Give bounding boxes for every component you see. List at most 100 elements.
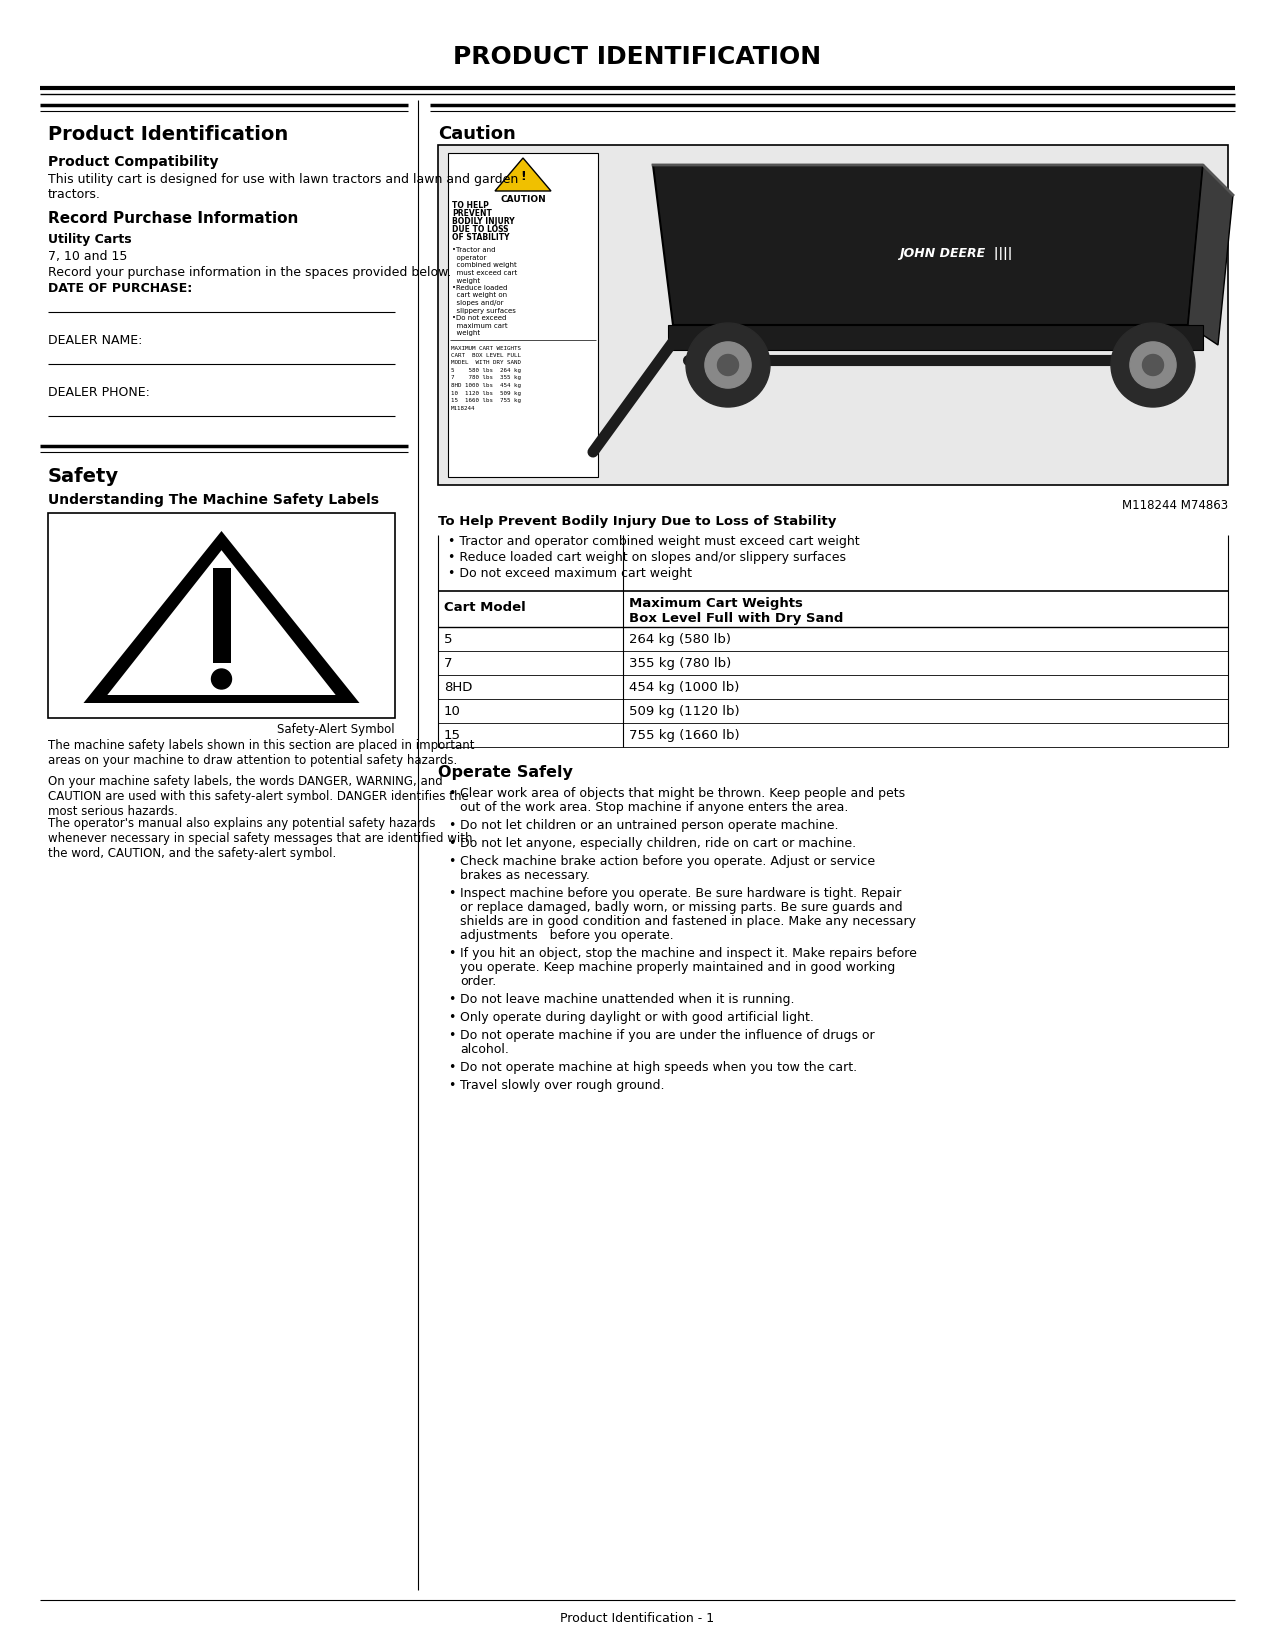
- Circle shape: [718, 355, 738, 376]
- Text: 10: 10: [444, 705, 460, 718]
- Text: DUE TO LOSS: DUE TO LOSS: [453, 224, 509, 234]
- Text: 15: 15: [444, 729, 462, 742]
- Text: The machine safety labels shown in this section are placed in important
areas on: The machine safety labels shown in this …: [48, 739, 474, 767]
- Text: DEALER NAME:: DEALER NAME:: [48, 333, 143, 346]
- Text: Clear work area of objects that might be thrown. Keep people and pets: Clear work area of objects that might be…: [460, 787, 905, 800]
- Text: •: •: [448, 1030, 455, 1043]
- Text: shields are in good condition and fastened in place. Make any necessary: shields are in good condition and fasten…: [460, 916, 915, 927]
- Circle shape: [1142, 355, 1164, 376]
- Text: •: •: [448, 837, 455, 850]
- Text: Safety-Alert Symbol: Safety-Alert Symbol: [278, 723, 395, 736]
- Text: • Reduce loaded cart weight on slopes and/or slippery surfaces: • Reduce loaded cart weight on slopes an…: [448, 551, 847, 564]
- Circle shape: [705, 342, 751, 388]
- Text: slopes and/or: slopes and/or: [453, 300, 504, 305]
- Text: Utility Carts: Utility Carts: [48, 233, 131, 246]
- Text: •Tractor and: •Tractor and: [453, 248, 496, 254]
- Text: The operator's manual also explains any potential safety hazards
whenever necess: The operator's manual also explains any …: [48, 817, 473, 860]
- Text: maximum cart: maximum cart: [453, 322, 507, 328]
- FancyBboxPatch shape: [48, 513, 395, 718]
- Text: or replace damaged, badly worn, or missing parts. Be sure guards and: or replace damaged, badly worn, or missi…: [460, 901, 903, 914]
- Circle shape: [1130, 342, 1176, 388]
- Text: •Do not exceed: •Do not exceed: [453, 315, 506, 322]
- Text: •: •: [448, 947, 455, 960]
- Text: 7, 10 and 15: 7, 10 and 15: [48, 251, 128, 262]
- Text: Product Compatibility: Product Compatibility: [48, 155, 218, 168]
- Text: Record Purchase Information: Record Purchase Information: [48, 211, 298, 226]
- Text: slippery surfaces: slippery surfaces: [453, 307, 516, 314]
- Text: Do not let children or an untrained person operate machine.: Do not let children or an untrained pers…: [460, 818, 839, 832]
- Text: 355 kg (780 lb): 355 kg (780 lb): [629, 657, 732, 670]
- Text: alcohol.: alcohol.: [460, 1043, 509, 1056]
- Text: 8HD: 8HD: [444, 681, 472, 695]
- Text: PRODUCT IDENTIFICATION: PRODUCT IDENTIFICATION: [453, 45, 821, 69]
- Text: • Do not exceed maximum cart weight: • Do not exceed maximum cart weight: [448, 568, 692, 581]
- Text: Box Level Full with Dry Sand: Box Level Full with Dry Sand: [629, 612, 843, 625]
- Text: •: •: [448, 993, 455, 1006]
- Text: you operate. Keep machine properly maintained and in good working: you operate. Keep machine properly maint…: [460, 960, 895, 974]
- Circle shape: [1111, 323, 1195, 408]
- Text: On your machine safety labels, the words DANGER, WARNING, and
CAUTION are used w: On your machine safety labels, the words…: [48, 776, 469, 818]
- Text: 7: 7: [444, 657, 453, 670]
- Text: weight: weight: [453, 330, 481, 337]
- Text: Inspect machine before you operate. Be sure hardware is tight. Repair: Inspect machine before you operate. Be s…: [460, 888, 901, 899]
- FancyBboxPatch shape: [448, 153, 598, 477]
- Text: •: •: [448, 1079, 455, 1092]
- Text: Understanding The Machine Safety Labels: Understanding The Machine Safety Labels: [48, 493, 379, 507]
- Text: •: •: [448, 1011, 455, 1025]
- Text: OF STABILITY: OF STABILITY: [453, 233, 510, 243]
- Circle shape: [212, 668, 232, 690]
- Text: adjustments   before you operate.: adjustments before you operate.: [460, 929, 673, 942]
- Text: PREVENT: PREVENT: [453, 210, 492, 218]
- Text: order.: order.: [460, 975, 496, 988]
- Text: •: •: [448, 818, 455, 832]
- Text: Only operate during daylight or with good artificial light.: Only operate during daylight or with goo…: [460, 1011, 813, 1025]
- Text: 5: 5: [444, 634, 453, 647]
- Text: weight: weight: [453, 277, 481, 284]
- Text: •Reduce loaded: •Reduce loaded: [453, 285, 507, 290]
- Circle shape: [686, 323, 770, 408]
- Text: must exceed cart: must exceed cart: [453, 271, 518, 276]
- Text: JOHN DEERE  ||||: JOHN DEERE ||||: [899, 246, 1012, 259]
- Text: •: •: [448, 787, 455, 800]
- Text: •: •: [448, 855, 455, 868]
- Text: brakes as necessary.: brakes as necessary.: [460, 870, 590, 883]
- Text: Product Identification - 1: Product Identification - 1: [560, 1612, 714, 1625]
- Text: Caution: Caution: [439, 125, 516, 144]
- Text: Record your purchase information in the spaces provided below.: Record your purchase information in the …: [48, 266, 451, 279]
- Text: TO HELP: TO HELP: [453, 201, 488, 210]
- Text: This utility cart is designed for use with lawn tractors and lawn and garden
tra: This utility cart is designed for use wi…: [48, 173, 518, 201]
- Text: M118244: M118244: [451, 406, 476, 411]
- Text: CAUTION: CAUTION: [500, 195, 546, 205]
- Text: 7    780 lbs  355 kg: 7 780 lbs 355 kg: [451, 376, 521, 381]
- Polygon shape: [83, 531, 360, 703]
- Text: out of the work area. Stop machine if anyone enters the area.: out of the work area. Stop machine if an…: [460, 800, 848, 813]
- Text: Do not operate machine at high speeds when you tow the cart.: Do not operate machine at high speeds wh…: [460, 1061, 857, 1074]
- Polygon shape: [1188, 165, 1233, 345]
- Polygon shape: [668, 325, 1204, 350]
- Text: Check machine brake action before you operate. Adjust or service: Check machine brake action before you op…: [460, 855, 875, 868]
- Text: 509 kg (1120 lb): 509 kg (1120 lb): [629, 705, 740, 718]
- Text: Maximum Cart Weights: Maximum Cart Weights: [629, 597, 803, 610]
- Text: DEALER PHONE:: DEALER PHONE:: [48, 386, 150, 399]
- Text: M118244 M74863: M118244 M74863: [1122, 498, 1228, 512]
- Polygon shape: [107, 549, 335, 695]
- Text: Do not operate machine if you are under the influence of drugs or: Do not operate machine if you are under …: [460, 1030, 875, 1043]
- FancyBboxPatch shape: [213, 568, 231, 663]
- Text: 5    580 lbs  264 kg: 5 580 lbs 264 kg: [451, 368, 521, 373]
- Text: Product Identification: Product Identification: [48, 125, 288, 144]
- Text: 755 kg (1660 lb): 755 kg (1660 lb): [629, 729, 740, 742]
- Text: 454 kg (1000 lb): 454 kg (1000 lb): [629, 681, 740, 695]
- Text: Operate Safely: Operate Safely: [439, 766, 572, 780]
- Text: CART  BOX LEVEL FULL: CART BOX LEVEL FULL: [451, 353, 521, 358]
- Text: Do not let anyone, especially children, ride on cart or machine.: Do not let anyone, especially children, …: [460, 837, 856, 850]
- Text: 8HD 1000 lbs  454 kg: 8HD 1000 lbs 454 kg: [451, 383, 521, 388]
- Text: MODEL  WITH DRY SAND: MODEL WITH DRY SAND: [451, 360, 521, 366]
- Text: Travel slowly over rough ground.: Travel slowly over rough ground.: [460, 1079, 664, 1092]
- Text: •: •: [448, 888, 455, 899]
- Text: Safety: Safety: [48, 467, 119, 487]
- Text: •: •: [448, 1061, 455, 1074]
- Text: combined weight: combined weight: [453, 262, 516, 269]
- Polygon shape: [495, 158, 551, 191]
- Text: Do not leave machine unattended when it is running.: Do not leave machine unattended when it …: [460, 993, 794, 1006]
- Text: Cart Model: Cart Model: [444, 601, 525, 614]
